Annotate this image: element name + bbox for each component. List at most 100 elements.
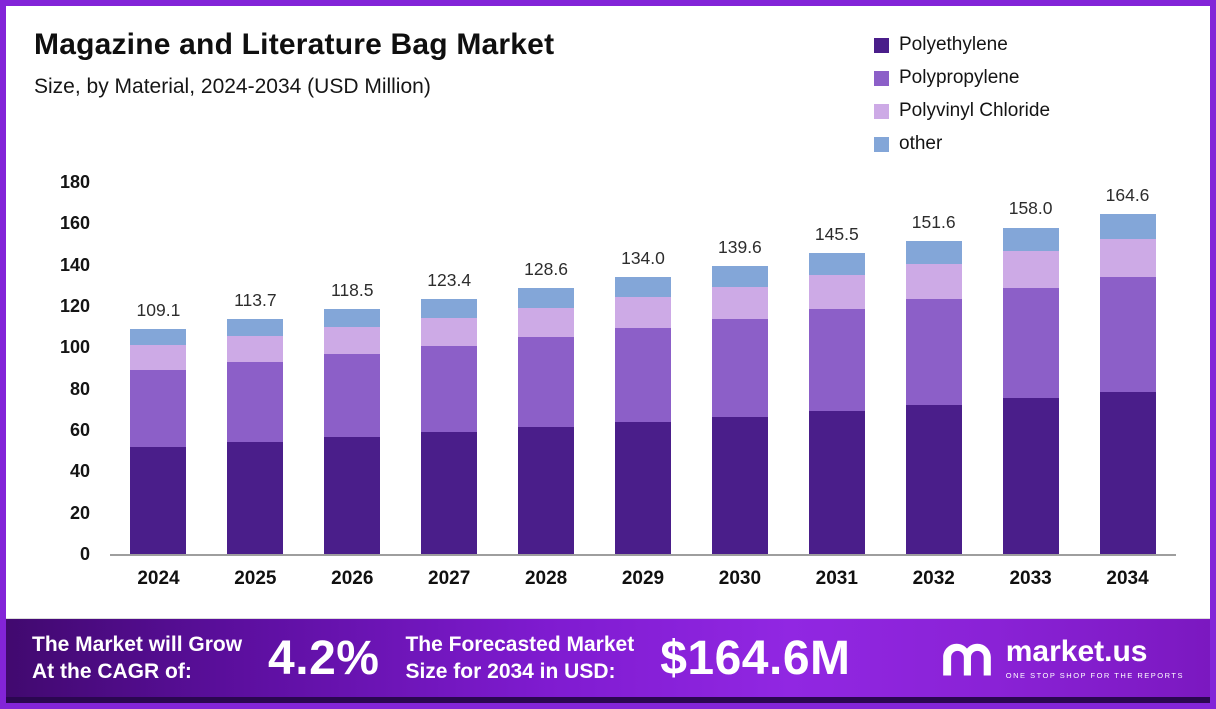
bar-2026: 118.5 — [304, 182, 401, 554]
bar-2025: 113.7 — [207, 182, 304, 554]
bar-segment-polypropylene — [808, 308, 865, 411]
bar-segment-polyvinyl-chloride — [1002, 251, 1059, 288]
bar-stack — [711, 265, 768, 554]
x-tick-label: 2030 — [718, 568, 762, 589]
bar-segment-polyethylene — [518, 427, 575, 554]
y-axis: 0 20 40 60 80 100 120 140 160 180 — [26, 172, 90, 564]
y-tick-label: 160 — [59, 213, 90, 234]
legend-label: Polyvinyl Chloride — [899, 100, 1051, 121]
legend-label: Polypropylene — [899, 67, 1020, 88]
x-tick-label: 2027 — [428, 568, 471, 589]
brand: market.us ONE STOP SHOP FOR THE REPORTS — [940, 634, 1184, 680]
bar-segment-polyvinyl-chloride — [421, 317, 478, 346]
bar-2028: 128.6 — [498, 182, 595, 554]
bar-segment-polypropylene — [227, 362, 284, 442]
bar-2031: 145.5 — [788, 182, 885, 554]
bar-2027: 123.4 — [401, 182, 498, 554]
bar-total-label: 145.5 — [814, 224, 859, 245]
bar-stack — [614, 277, 671, 554]
bar-stack — [905, 240, 962, 554]
bar-segment-polyethylene — [711, 416, 768, 554]
bottom-strip — [6, 697, 1210, 703]
bar-segment-polyethylene — [1002, 398, 1059, 554]
bar-total-label: 118.5 — [331, 280, 374, 301]
bar-segment-polyvinyl-chloride — [614, 297, 671, 328]
legend: Polyethylene Polypropylene Polyvinyl Chlor… — [874, 34, 1050, 155]
bar-total-label: 158.0 — [1008, 198, 1053, 219]
legend-item-polypropylene: Polypropylene — [874, 67, 1050, 89]
bar-2024: 109.1 — [110, 182, 207, 554]
bar-segment-polyethylene — [324, 437, 381, 554]
bar-segment-polypropylene — [130, 370, 187, 447]
bar-segment-polyvinyl-chloride — [1099, 238, 1156, 277]
bar-stack — [518, 288, 575, 554]
cagr-caption: The Market will Grow At the CAGR of: — [32, 631, 242, 686]
bar-2034: 164.6 — [1079, 182, 1176, 554]
bar-segment-other — [808, 253, 865, 276]
bar-2030: 139.6 — [691, 182, 788, 554]
bar-total-label: 151.6 — [911, 211, 956, 232]
bar-total-label: 134.0 — [621, 248, 665, 269]
bar-segment-polyethylene — [421, 432, 478, 554]
bar-segment-polyethylene — [130, 446, 187, 554]
forecast-caption-line2: Size for 2034 in USD: — [405, 660, 616, 683]
x-axis: 2024 2025 2026 2027 2028 2029 2030 2031 2032 2033… — [110, 556, 1176, 590]
bar-segment-polypropylene — [1002, 287, 1059, 399]
bar-segment-polyethylene — [905, 404, 962, 554]
bar-segment-polyethylene — [614, 421, 671, 554]
bar-segment-polyethylene — [1099, 391, 1156, 554]
legend-swatch — [874, 103, 889, 119]
x-tick-label: 2028 — [524, 568, 568, 589]
bar-segment-polyvinyl-chloride — [130, 345, 187, 371]
cagr-value: 4.2% — [268, 631, 380, 685]
plot-area: 109.1 113.7 118.5 123.4 128.6 134.0 139.6 145.5… — [110, 182, 1176, 556]
x-tick-label: 2031 — [815, 568, 858, 589]
x-tick-label: 2029 — [621, 568, 665, 589]
bar-2032: 151.6 — [885, 182, 982, 554]
bar-stack — [1002, 227, 1059, 554]
bar-stack — [227, 319, 284, 554]
legend-label: other — [899, 133, 943, 154]
chart-subtitle: Size, by Material, 2024-2034 (USD Millio… — [34, 75, 431, 98]
bar-segment-polyethylene — [808, 410, 865, 554]
y-tick-label: 80 — [69, 378, 90, 399]
bar-total-label: 139.6 — [717, 236, 762, 257]
bar-segment-polypropylene — [614, 327, 671, 422]
bar-segment-other — [614, 277, 671, 298]
bar-segment-polyvinyl-chloride — [227, 336, 284, 363]
x-tick-label: 2025 — [234, 568, 277, 589]
forecast-caption: The Forecasted Market Size for 2034 in U… — [405, 631, 634, 686]
bar-segment-polypropylene — [518, 337, 575, 428]
x-tick-label: 2032 — [912, 568, 955, 589]
bar-segment-polyvinyl-chloride — [324, 327, 381, 355]
bar-segment-polypropylene — [421, 345, 478, 433]
legend-swatch — [874, 136, 889, 152]
bar-segment-polyvinyl-chloride — [808, 275, 865, 309]
bar-stack — [324, 309, 381, 554]
bar-segment-polyvinyl-chloride — [905, 263, 962, 299]
bar-segment-polypropylene — [324, 354, 381, 438]
bar-stack — [1099, 213, 1156, 554]
bar-total-label: 164.6 — [1105, 184, 1150, 205]
bar-segment-polyvinyl-chloride — [518, 307, 575, 338]
bar-segment-other — [518, 288, 575, 308]
brand-name: market.us — [1005, 634, 1148, 668]
bar-segment-other — [1099, 213, 1156, 239]
bar-stack — [808, 253, 865, 554]
forecast-caption-line1: The Forecasted Market — [405, 632, 635, 656]
bar-segment-polypropylene — [1099, 276, 1156, 392]
x-tick-label: 2024 — [137, 568, 180, 589]
bar-2029: 134.0 — [595, 182, 692, 554]
bar-segment-other — [905, 240, 962, 264]
page-title: Magazine and Literature Bag Market — [34, 28, 555, 61]
bar-stack — [421, 299, 478, 554]
bar-total-label: 128.6 — [524, 259, 568, 280]
bar-segment-other — [1002, 227, 1059, 252]
bar-total-label: 123.4 — [427, 269, 472, 290]
bar-segment-other — [421, 299, 478, 318]
bar-segment-other — [227, 319, 284, 337]
footer-banner: The Market will Grow At the CAGR of: 4.2… — [6, 619, 1210, 697]
y-tick-label: 120 — [59, 296, 90, 316]
cagr-caption-line2: At the CAGR of: — [32, 660, 192, 683]
